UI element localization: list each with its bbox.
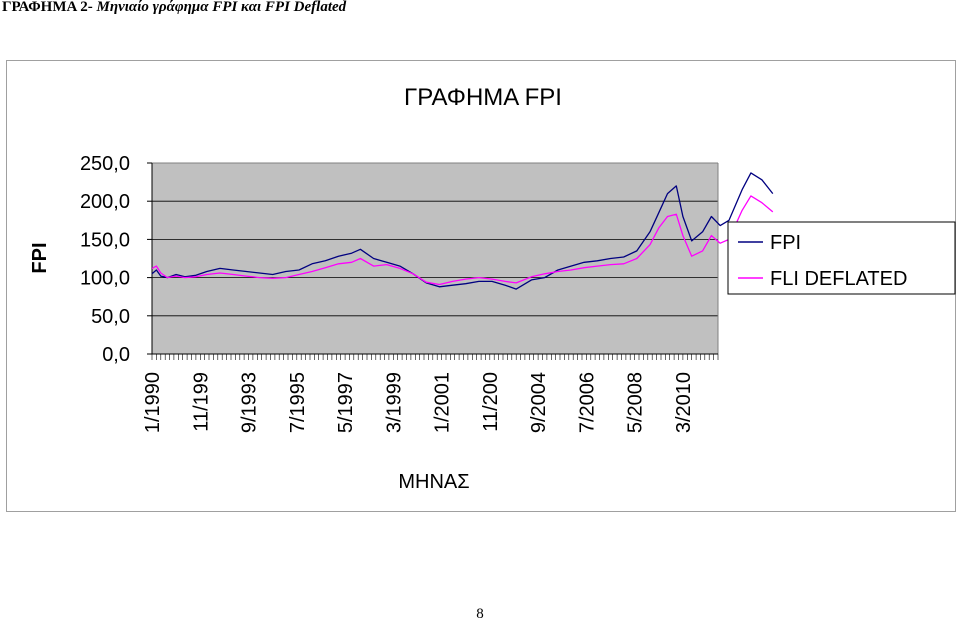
series-line-fpi xyxy=(151,172,774,290)
x-tick-label: 9/2004 xyxy=(528,372,550,433)
legend-label: FLI DEFLATED xyxy=(770,268,907,290)
document-heading-main: ΓΡΑΦΗΜΑ 2- xyxy=(2,0,97,15)
x-tick-label: 11/199 xyxy=(190,372,212,432)
x-tick-label: 3/2010 xyxy=(673,372,695,433)
y-tick-label: 200,0 xyxy=(80,191,130,213)
x-tick-label: 3/1999 xyxy=(383,372,405,433)
x-tick-marks xyxy=(151,354,719,360)
x-axis-label: ΜΗΝΑΣ xyxy=(398,471,469,493)
series-lines xyxy=(151,172,774,290)
x-tick-label: 1/2001 xyxy=(432,372,454,433)
x-tick-label: 11/200 xyxy=(480,372,502,432)
document-heading: ΓΡΑΦΗΜΑ 2- Μηνιαίο γράφημα FPI και FPI D… xyxy=(2,0,346,16)
y-tick-label: 50,0 xyxy=(91,306,130,328)
legend: FPI FLI DEFLATED xyxy=(727,221,956,295)
x-tick-label: 7/2006 xyxy=(576,372,598,433)
x-tick-label: 1/1990 xyxy=(142,372,164,433)
legend-label: FPI xyxy=(770,232,801,254)
x-tick-label: 7/1995 xyxy=(287,372,309,433)
y-tick-label: 250,0 xyxy=(80,153,130,175)
x-tick-label: 5/1997 xyxy=(335,372,357,433)
chart-title: ΓΡΑΦΗΜΑ FPI xyxy=(404,84,562,111)
plot-area xyxy=(152,163,718,354)
y-tick-label: 0,0 xyxy=(102,344,130,366)
x-tick-label: 9/1993 xyxy=(239,372,261,433)
y-tick-label: 100,0 xyxy=(80,268,130,290)
y-tick-labels: 250,0 200,0 150,0 100,0 50,0 0,0 xyxy=(80,153,130,366)
x-tick-label: 5/2008 xyxy=(625,372,647,433)
y-tick-label: 150,0 xyxy=(80,229,130,251)
legend-box xyxy=(727,221,956,295)
x-tick-labels: 1/1990 11/199 9/1993 7/1995 5/1997 3/1999 1/20… xyxy=(142,372,695,433)
document-heading-sub: Μηνιαίο γράφημα FPI και FPI Deflated xyxy=(96,0,347,15)
grid-lines xyxy=(152,200,718,317)
axes xyxy=(147,162,719,360)
series-line-fli-deflated xyxy=(151,195,774,286)
y-axis-label: FPI xyxy=(29,242,51,273)
page-number: 8 xyxy=(476,606,484,622)
